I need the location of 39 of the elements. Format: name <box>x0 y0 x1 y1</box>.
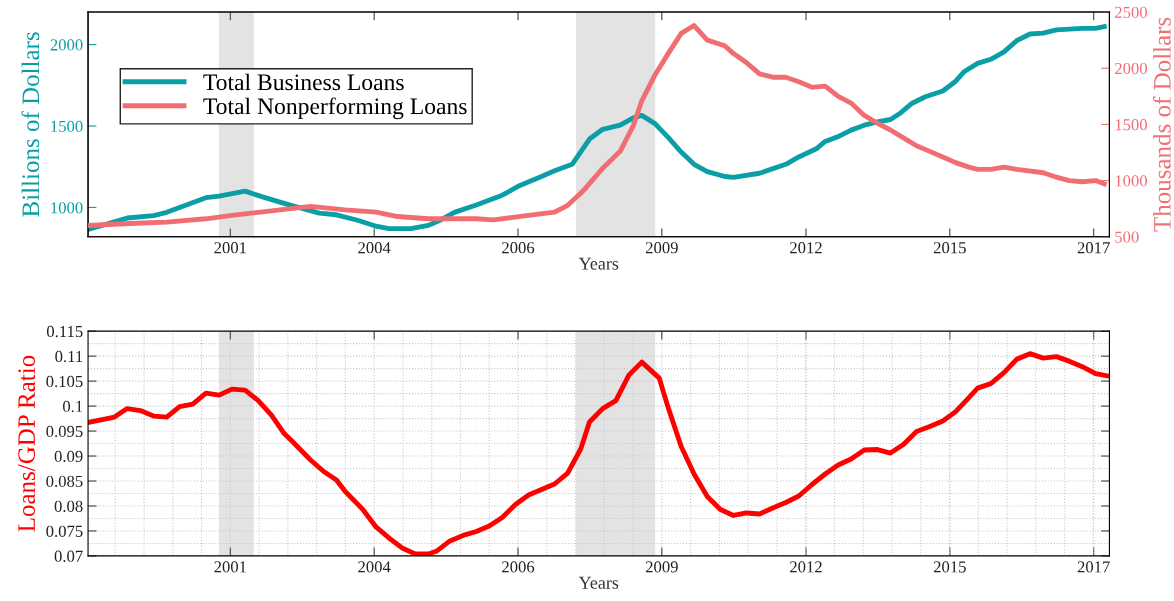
x-axis-title: Years <box>578 576 619 589</box>
y2-tick-label: 1500 <box>1115 119 1147 131</box>
y2-tick-label: 500 <box>1115 231 1139 243</box>
y-tick-label: 1500 <box>51 120 83 132</box>
x-tick-label: 2017 <box>1077 561 1110 573</box>
y-tick-label: 1000 <box>51 202 83 214</box>
x-tick-label: 2004 <box>358 561 391 573</box>
y-tick-label: 0.115 <box>46 325 83 338</box>
x-tick-label: 2015 <box>933 561 966 573</box>
x-tick-label: 2006 <box>502 561 535 573</box>
y2-tick-label: 2000 <box>1115 62 1147 75</box>
y-tick-label: 0.09 <box>54 450 83 463</box>
x-tick-label: 2012 <box>790 561 822 573</box>
y-tick-label: 0.11 <box>55 350 83 363</box>
y2-tick-label: 2500 <box>1115 6 1147 18</box>
x-tick-label: 2009 <box>645 561 678 573</box>
x-axis-title: Years <box>578 257 619 270</box>
y-tick-label: 0.085 <box>46 475 83 488</box>
x-tick-label: 2012 <box>790 242 822 254</box>
x-tick-label: 2015 <box>933 242 966 254</box>
y-tick-label: 0.095 <box>46 425 83 438</box>
legend-label: Total Nonperforming Loans <box>203 97 467 120</box>
y-tick-label: 0.1 <box>62 400 83 413</box>
x-tick-label: 2001 <box>214 242 246 254</box>
x-tick-label: 2006 <box>502 242 535 254</box>
y-axis-title: Loans/GDP Ratio <box>18 355 36 532</box>
x-tick-label: 2001 <box>214 561 246 573</box>
x-tick-label: 2017 <box>1077 242 1110 254</box>
y-tick-label: 0.07 <box>54 550 83 562</box>
x-tick-label: 2009 <box>645 242 678 254</box>
x-tick-label: 2004 <box>358 242 391 254</box>
y-tick-label: 0.08 <box>54 500 83 512</box>
y2-tick-label: 1000 <box>1115 175 1147 187</box>
y-tick-label: 0.105 <box>46 375 83 388</box>
y-axis-title: Billions of Dollars <box>21 32 40 217</box>
y-tick-label: 0.075 <box>46 525 83 537</box>
legend-label: Total Business Loans <box>203 73 404 91</box>
y-tick-label: 2000 <box>50 39 83 51</box>
y2-axis-title: Thousands of Dollars <box>1152 17 1171 232</box>
